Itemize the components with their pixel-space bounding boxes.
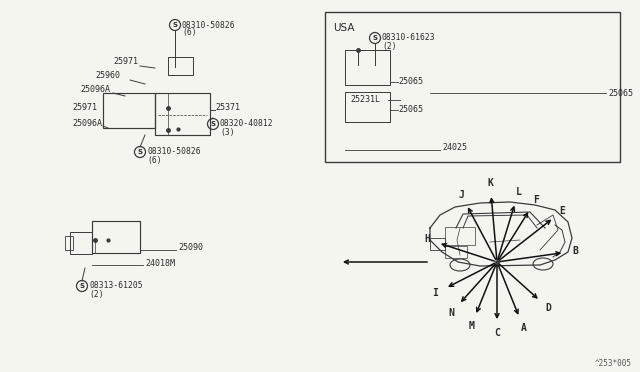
- Text: F: F: [532, 195, 539, 205]
- Text: S: S: [372, 35, 378, 41]
- Bar: [92, 221, 140, 253]
- Text: (2): (2): [89, 289, 104, 298]
- Text: 25371: 25371: [215, 103, 240, 112]
- Text: 24018M: 24018M: [145, 259, 175, 267]
- Text: (6): (6): [147, 155, 162, 164]
- Text: 25065: 25065: [398, 106, 423, 115]
- Text: 25971: 25971: [72, 103, 97, 112]
- Bar: [155, 93, 210, 135]
- Text: 25971: 25971: [113, 58, 138, 67]
- Text: (2): (2): [382, 42, 397, 51]
- Bar: [65, 236, 73, 250]
- Bar: [345, 50, 390, 85]
- Text: E: E: [559, 206, 565, 216]
- Text: S: S: [211, 121, 216, 127]
- Text: 08313-61205: 08313-61205: [89, 282, 143, 291]
- Text: 25096A: 25096A: [80, 86, 110, 94]
- Text: (6): (6): [182, 29, 196, 38]
- Text: J: J: [458, 190, 464, 200]
- Text: K: K: [487, 178, 493, 188]
- Text: 25065: 25065: [608, 89, 633, 97]
- Bar: [325, 12, 620, 162]
- Text: I: I: [433, 288, 438, 298]
- Text: 25096A: 25096A: [72, 119, 102, 128]
- Text: D: D: [545, 303, 551, 313]
- Text: 25065: 25065: [398, 77, 423, 87]
- Text: 24025: 24025: [442, 142, 467, 151]
- Text: 25231L: 25231L: [350, 96, 380, 105]
- Text: 08310-50826: 08310-50826: [182, 20, 236, 29]
- Text: 08310-61623: 08310-61623: [382, 33, 436, 42]
- Text: N: N: [449, 308, 454, 318]
- Text: S: S: [173, 22, 177, 28]
- Text: 08310-50826: 08310-50826: [147, 148, 200, 157]
- Bar: [445, 227, 475, 245]
- Text: A: A: [521, 323, 527, 333]
- Text: S: S: [138, 149, 143, 155]
- Text: M: M: [468, 321, 474, 331]
- Text: L: L: [515, 187, 522, 197]
- Bar: [345, 92, 390, 122]
- Text: USA: USA: [333, 23, 355, 33]
- Bar: [70, 232, 92, 254]
- Text: 08320-40812: 08320-40812: [220, 119, 274, 128]
- Bar: [103, 93, 155, 128]
- Text: (3): (3): [220, 128, 235, 137]
- Text: 25090: 25090: [178, 244, 203, 253]
- Text: B: B: [572, 246, 578, 256]
- Text: C: C: [494, 328, 500, 338]
- Bar: [430, 238, 445, 250]
- Text: S: S: [79, 283, 84, 289]
- Bar: [168, 57, 193, 75]
- Text: H: H: [424, 234, 431, 244]
- Text: 25960: 25960: [95, 71, 120, 80]
- Bar: [445, 246, 467, 258]
- Text: ^253*005: ^253*005: [595, 359, 632, 368]
